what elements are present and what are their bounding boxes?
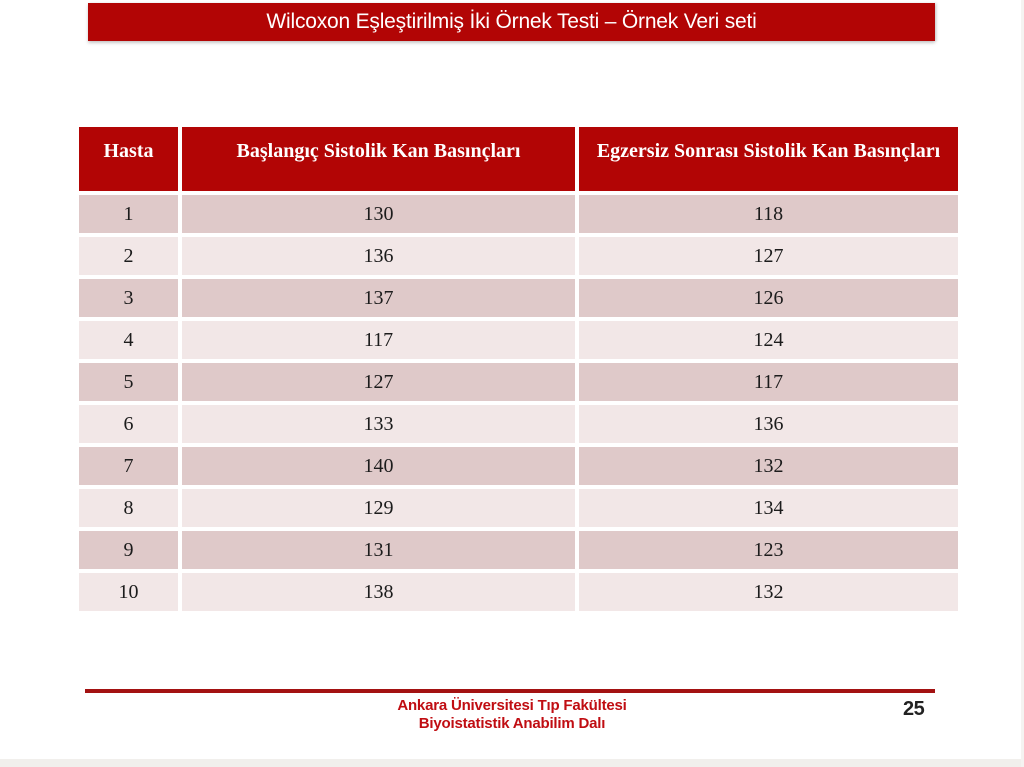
cell-before: 131 [180,529,577,571]
slide-title: Wilcoxon Eşleştirilmiş İki Örnek Testi –… [266,10,757,33]
data-table: Hasta Başlangıç Sistolik Kan Basınçları … [77,125,960,613]
cell-before: 129 [180,487,577,529]
cell-before: 140 [180,445,577,487]
footer: Ankara Üniversitesi Tıp Fakültesi Biyois… [0,697,1024,733]
cell-before: 137 [180,277,577,319]
column-header-baslangic: Başlangıç Sistolik Kan Basınçları [180,125,577,193]
cell-before: 138 [180,571,577,613]
cell-after: 132 [577,445,960,487]
cell-after: 126 [577,277,960,319]
table-row: 5 127 117 [77,361,960,403]
bottom-edge-strip [0,759,1024,767]
cell-after: 136 [577,403,960,445]
cell-hasta: 1 [77,193,180,235]
cell-hasta: 6 [77,403,180,445]
table-row: 8 129 134 [77,487,960,529]
cell-before: 130 [180,193,577,235]
footer-institution: Ankara Üniversitesi Tıp Fakültesi [397,697,627,714]
table-row: 9 131 123 [77,529,960,571]
cell-after: 118 [577,193,960,235]
table-row: 4 117 124 [77,319,960,361]
cell-before: 136 [180,235,577,277]
table-row: 3 137 126 [77,277,960,319]
cell-hasta: 9 [77,529,180,571]
cell-before: 117 [180,319,577,361]
table-row: 6 133 136 [77,403,960,445]
cell-hasta: 8 [77,487,180,529]
cell-before: 127 [180,361,577,403]
cell-after: 132 [577,571,960,613]
column-header-hasta: Hasta [77,125,180,193]
cell-after: 124 [577,319,960,361]
cell-hasta: 2 [77,235,180,277]
cell-hasta: 3 [77,277,180,319]
cell-before: 133 [180,403,577,445]
column-header-egzersiz: Egzersiz Sonrası Sistolik Kan Basınçları [577,125,960,193]
cell-hasta: 7 [77,445,180,487]
cell-after: 134 [577,487,960,529]
cell-after: 127 [577,235,960,277]
table-row: 2 136 127 [77,235,960,277]
right-edge-strip [1021,0,1024,767]
table-row: 1 130 118 [77,193,960,235]
cell-after: 123 [577,529,960,571]
footer-divider [85,689,935,693]
footer-department: Biyoistatistik Anabilim Dalı [418,715,606,732]
cell-after: 117 [577,361,960,403]
slide-title-bar: Wilcoxon Eşleştirilmiş İki Örnek Testi –… [88,3,935,41]
cell-hasta: 5 [77,361,180,403]
table-header-row: Hasta Başlangıç Sistolik Kan Basınçları … [77,125,960,193]
cell-hasta: 10 [77,571,180,613]
table-row: 7 140 132 [77,445,960,487]
table-row: 10 138 132 [77,571,960,613]
cell-hasta: 4 [77,319,180,361]
page-number: 25 [903,698,925,720]
